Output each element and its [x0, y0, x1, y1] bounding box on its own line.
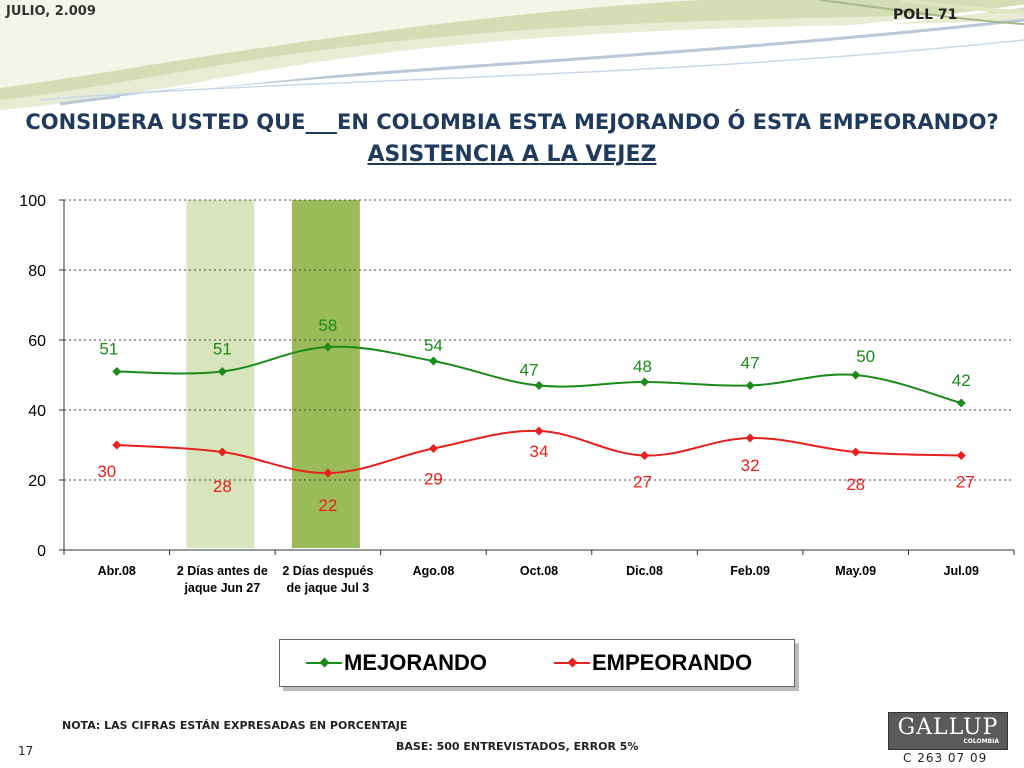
- data-point-empeorando: [112, 440, 122, 450]
- y-tick-label: 60: [28, 333, 46, 350]
- x-tick-label: de jaque Jul 3: [287, 581, 370, 595]
- y-tick-label: 20: [28, 473, 46, 490]
- footnote: NOTA: LAS CIFRAS ESTÁN EXPRESADAS EN POR…: [62, 719, 408, 732]
- data-point-mejorando: [640, 377, 650, 387]
- y-tick-label: 100: [19, 193, 46, 210]
- legend-label-mejorando: MEJORANDO: [344, 650, 488, 675]
- data-label-mejorando: 51: [99, 340, 118, 359]
- data-label-empeorando: 32: [741, 456, 760, 475]
- poll-number: POLL 71: [893, 7, 958, 23]
- x-tick-label: 2 Días antes de: [177, 564, 268, 578]
- data-label-mejorando: 47: [520, 361, 539, 380]
- data-label-empeorando: 22: [318, 496, 337, 515]
- y-tick-label: 0: [37, 543, 46, 560]
- x-tick-label: May.09: [835, 564, 876, 578]
- data-label-mejorando: 47: [741, 354, 760, 373]
- data-label-empeorando: 27: [956, 473, 975, 492]
- logo-wordmark: GALLUP: [897, 715, 999, 740]
- data-point-empeorando: [428, 443, 438, 454]
- data-label-mejorando: 51: [213, 340, 232, 359]
- data-point-mejorando: [323, 342, 333, 352]
- data-point-empeorando: [534, 426, 544, 436]
- logo-subtitle: COLOMBIA: [963, 738, 999, 745]
- x-tick-label: Oct.08: [520, 564, 558, 578]
- data-label-empeorando: 29: [424, 470, 443, 489]
- data-point-mejorando: [112, 366, 122, 377]
- x-tick-label: Ago.08: [413, 564, 455, 578]
- x-tick-label: 2 Días después: [282, 564, 373, 578]
- data-label-mejorando: 54: [424, 336, 443, 355]
- data-point-empeorando: [745, 433, 755, 443]
- x-tick-label: Dic.08: [626, 564, 663, 578]
- sample-base: BASE: 500 ENTREVISTADOS, ERROR 5%: [396, 740, 639, 753]
- data-point-empeorando: [956, 450, 966, 461]
- data-label-mejorando: 42: [952, 371, 971, 390]
- legend-marker-empeorando: [567, 657, 578, 668]
- legend-label-empeorando: EMPEORANDO: [592, 650, 753, 675]
- y-tick-label: 40: [28, 403, 46, 420]
- data-label-mejorando: 58: [318, 316, 337, 335]
- legend-marker-mejorando: [319, 657, 330, 668]
- x-tick-label: Jul.09: [944, 564, 979, 578]
- data-label-mejorando: 48: [633, 357, 652, 376]
- data-point-mejorando: [956, 398, 966, 408]
- data-label-empeorando: 28: [846, 475, 865, 494]
- data-label-empeorando: 27: [633, 473, 652, 492]
- chart-legend: MEJORANDO EMPEORANDO: [279, 639, 795, 687]
- page-number: 17: [18, 744, 34, 758]
- data-point-empeorando: [640, 450, 650, 461]
- data-point-empeorando: [217, 447, 227, 457]
- header-swoosh-decoration: [0, 0, 1024, 110]
- data-label-empeorando: 30: [97, 462, 116, 481]
- question-title: CONSIDERA USTED QUE___EN COLOMBIA ESTA M…: [25, 110, 999, 134]
- data-point-mejorando: [745, 380, 755, 391]
- data-point-mejorando: [534, 380, 544, 391]
- highlight-band: [291, 200, 360, 548]
- y-tick-label: 80: [28, 263, 46, 280]
- gallup-logo: GALLUP COLOMBIA: [888, 712, 1008, 750]
- data-point-empeorando: [851, 447, 861, 457]
- report-date: JULIO, 2.009: [6, 4, 96, 19]
- x-tick-label: Feb.09: [730, 564, 770, 578]
- x-tick-label: Abr.08: [98, 564, 136, 578]
- topic-title: ASISTENCIA A LA VEJEZ: [367, 142, 657, 167]
- line-chart: 0 20 40 60 80 100 Abr.08 2 Días antes de jaque J…: [19, 193, 1015, 595]
- data-label-empeorando: 34: [530, 442, 549, 461]
- data-point-mejorando: [851, 370, 861, 380]
- data-label-empeorando: 28: [213, 477, 232, 496]
- data-point-mejorando: [428, 356, 438, 366]
- x-tick-label: jaque Jun 27: [183, 581, 260, 595]
- data-label-mejorando: 50: [856, 347, 875, 366]
- document-code: C 263 07 09: [903, 751, 988, 765]
